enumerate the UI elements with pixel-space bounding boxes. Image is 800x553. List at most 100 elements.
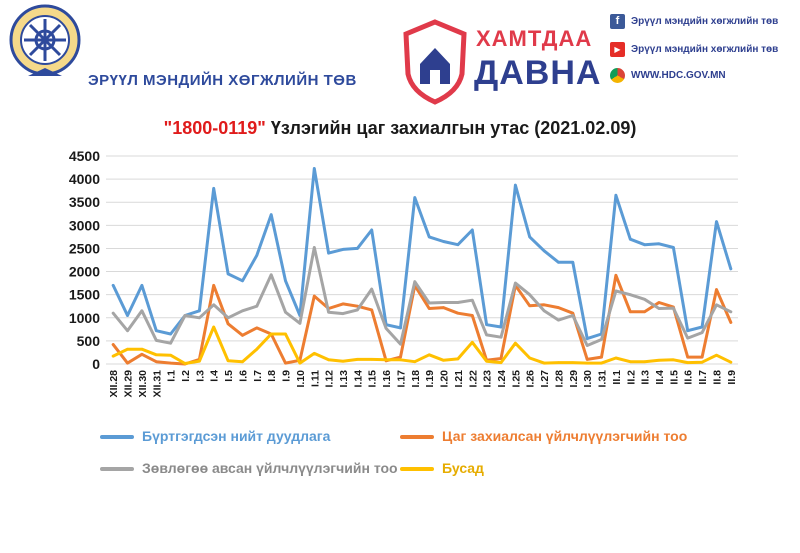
data-point	[312, 246, 316, 249]
facebook-icon: f	[610, 14, 625, 29]
data-point	[298, 361, 302, 365]
data-point	[729, 360, 733, 364]
data-point	[312, 352, 316, 355]
y-tick-label: 500	[77, 333, 101, 349]
data-point	[169, 332, 172, 336]
youtube-icon: ▶	[610, 42, 625, 57]
data-point	[111, 284, 115, 287]
data-point	[700, 331, 704, 334]
data-point	[657, 307, 661, 310]
data-point	[571, 311, 575, 315]
data-point	[427, 301, 431, 305]
x-tick-label: II.6	[683, 370, 695, 385]
x-tick-label: I.14	[352, 370, 364, 388]
series-line-0	[111, 167, 733, 341]
x-tick-label: I.13	[338, 370, 350, 388]
data-point	[499, 361, 503, 364]
data-point	[557, 361, 560, 364]
data-point	[657, 301, 661, 304]
data-point	[470, 298, 474, 302]
legend-item-consultations: Зөвлөгөө авсан үйлчлүүлэгчийн тоо	[100, 460, 398, 476]
x-tick-label: I.2	[180, 370, 192, 382]
data-point	[643, 297, 646, 301]
data-point	[427, 307, 431, 310]
data-point	[628, 310, 632, 314]
data-point	[657, 359, 661, 362]
x-tick-label: I.28	[553, 370, 565, 388]
series-line-3	[111, 325, 733, 365]
data-point	[126, 314, 129, 317]
y-tick-label: 1000	[69, 310, 100, 326]
data-point	[255, 326, 259, 330]
data-point	[126, 361, 129, 365]
data-point	[212, 303, 216, 307]
data-point	[241, 360, 244, 363]
shield-house-icon	[403, 19, 467, 105]
x-tick-label: II.8	[711, 370, 723, 385]
x-tick-label: I.8	[266, 370, 278, 382]
data-point	[585, 361, 589, 365]
data-point	[298, 322, 302, 325]
data-point	[442, 301, 445, 304]
data-point	[672, 306, 675, 310]
x-tick-label: XII.28	[108, 370, 120, 398]
data-point	[456, 357, 460, 361]
org-name: ЭРҮҮЛ МЭНДИЙН ХӨГЖЛИЙН ТӨВ	[88, 72, 357, 89]
data-point	[269, 273, 273, 277]
data-point	[169, 361, 172, 365]
data-point	[643, 310, 646, 314]
data-point	[456, 301, 460, 304]
data-point	[700, 325, 704, 329]
x-tick-label: II.9	[726, 370, 738, 385]
data-point	[514, 183, 517, 187]
data-point	[226, 316, 230, 320]
chart-gridlines	[106, 155, 738, 365]
data-point	[571, 361, 575, 364]
data-point	[284, 332, 287, 336]
y-tick-label: 3000	[69, 217, 100, 233]
data-point	[628, 237, 632, 241]
data-point	[585, 358, 589, 361]
legend-label: Бүртгэгдсэн нийт дуудлага	[142, 428, 331, 444]
data-point	[499, 335, 503, 339]
data-point	[528, 235, 532, 239]
data-point	[356, 308, 359, 312]
x-tick-label: I.30	[582, 370, 594, 388]
youtube-link[interactable]: ▶ Эрүүл мэндийн хөгжлийн төв	[610, 42, 778, 57]
data-point	[557, 261, 560, 264]
data-point	[111, 343, 115, 346]
x-tick-label: XII.29	[123, 370, 135, 398]
x-tick-label: II.5	[668, 370, 680, 385]
website-link[interactable]: WWW.HDC.GOV.MN	[610, 68, 726, 83]
data-point	[600, 355, 603, 359]
data-point	[140, 347, 144, 351]
data-point	[126, 347, 129, 351]
legend-label: Зөвлөгөө авсан үйлчлүүлэгчийн тоо	[142, 460, 398, 476]
data-point	[485, 333, 488, 337]
data-point	[528, 304, 532, 308]
data-point	[427, 235, 431, 239]
data-point	[470, 340, 474, 344]
data-point	[154, 339, 158, 342]
x-tick-label: I.15	[367, 370, 379, 388]
data-point	[341, 312, 345, 315]
data-point	[370, 308, 374, 312]
legend-item-other: Бусад	[400, 460, 484, 476]
data-point	[399, 358, 402, 362]
x-tick-label: II.7	[697, 370, 709, 385]
chrome-icon	[610, 68, 625, 83]
data-point	[284, 279, 287, 283]
x-tick-label: I.21	[453, 370, 465, 388]
x-tick-label: I.5	[223, 370, 235, 382]
data-point	[327, 310, 330, 314]
facebook-link[interactable]: f Эрүүл мэндийн хөгжлийн төв	[610, 14, 778, 29]
data-point	[427, 353, 431, 357]
data-point	[557, 318, 560, 322]
data-point	[154, 329, 158, 333]
data-point	[399, 355, 402, 359]
data-point	[226, 322, 230, 326]
data-point	[370, 287, 374, 291]
data-point	[111, 311, 115, 315]
data-point	[729, 321, 733, 324]
x-tick-label: I.22	[467, 370, 479, 388]
